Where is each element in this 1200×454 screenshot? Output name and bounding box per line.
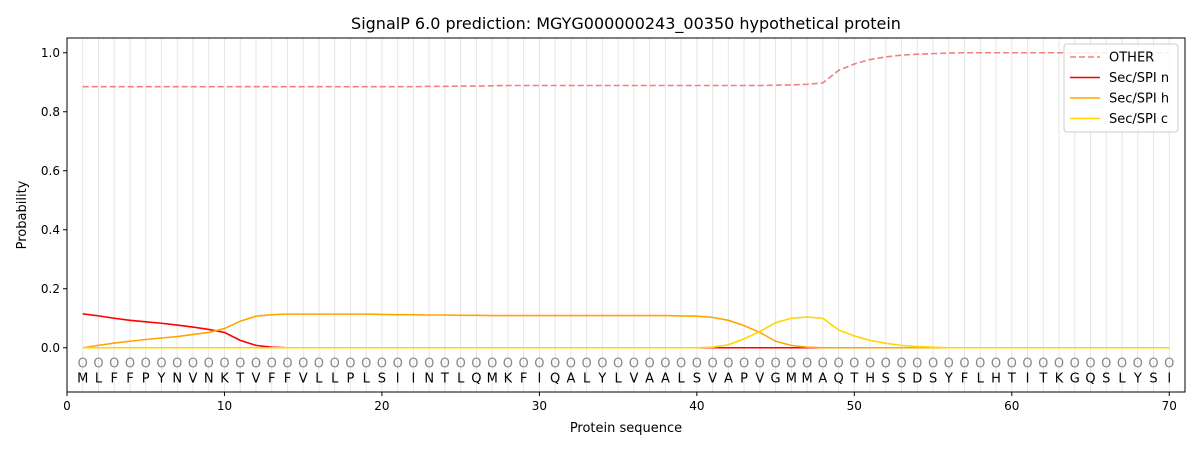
x-tick-label: 40 xyxy=(689,399,704,413)
x-tick-label: 0 xyxy=(63,399,71,413)
y-axis-label: Probability xyxy=(15,180,30,249)
legend-box xyxy=(1063,43,1179,133)
x-tick-label: 70 xyxy=(1162,399,1177,413)
y-tick-label: 1.0 xyxy=(41,46,60,60)
region-labels: OOOOOOOOOOOOOOOOOOOOOOOOOOOOOOOOOOOOOOOO… xyxy=(78,357,1175,372)
y-tick-label: 0.6 xyxy=(41,164,60,178)
sequence-residues: MLFFPYNVNKTVFFVLLPLSIINTLQMKFIQALYLVAALS… xyxy=(77,371,1171,386)
x-tick-label: 50 xyxy=(847,399,862,413)
x-tick-label: 10 xyxy=(217,399,232,413)
series-line-sec-spi-c xyxy=(82,316,1170,349)
legend-label: OTHER xyxy=(1109,51,1154,66)
x-axis-label: Protein sequence xyxy=(570,421,682,436)
y-tick-label: 0.2 xyxy=(41,282,60,296)
x-tick-label: 20 xyxy=(374,399,389,413)
y-tick-label: 0.0 xyxy=(41,341,60,355)
x-tick-label: 30 xyxy=(532,399,547,413)
legend-label: Sec/SPI h xyxy=(1109,92,1169,107)
chart-title: SignalP 6.0 prediction: MGYG000000243_00… xyxy=(351,14,901,34)
y-tick-label: 0.8 xyxy=(41,105,60,119)
x-tick-label: 60 xyxy=(1004,399,1019,413)
legend-label: Sec/SPI n xyxy=(1109,71,1169,86)
series-line-other xyxy=(82,51,1170,88)
y-tick-label: 0.4 xyxy=(41,223,60,237)
legend-label: Sec/SPI c xyxy=(1109,112,1168,127)
plot-frame xyxy=(66,37,1186,393)
